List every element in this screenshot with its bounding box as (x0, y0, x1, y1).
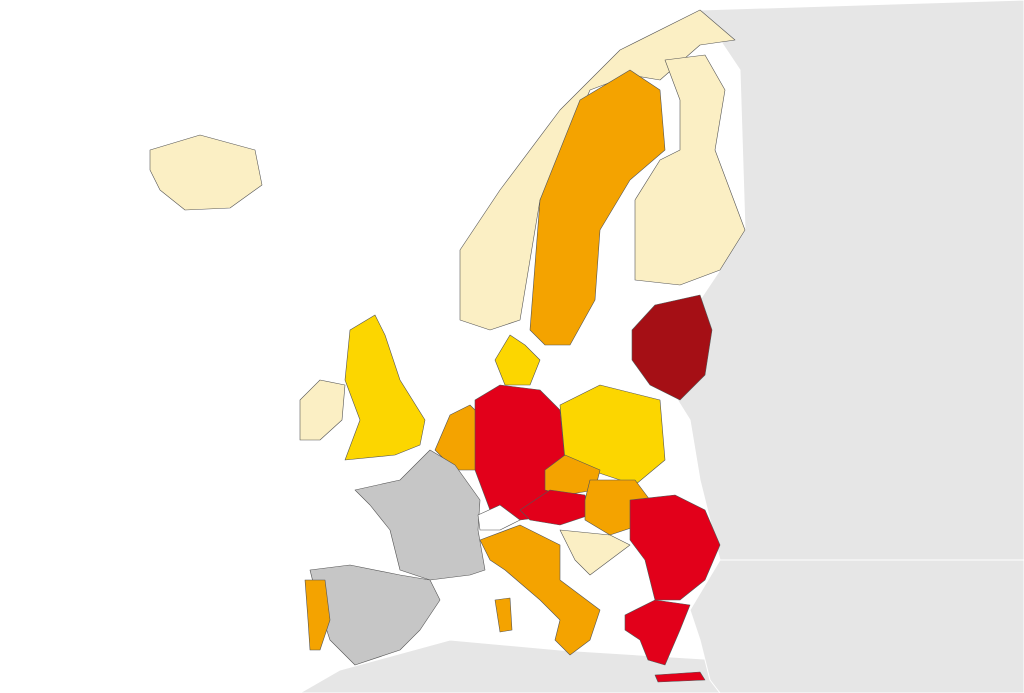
region (479, 524, 601, 656)
region (634, 54, 746, 286)
region (344, 314, 426, 461)
region (354, 449, 486, 581)
land-south (299, 639, 721, 693)
region (529, 69, 666, 346)
region (624, 599, 691, 666)
region (494, 597, 513, 633)
region (299, 379, 346, 441)
region (654, 671, 706, 683)
region (631, 294, 713, 401)
region (477, 504, 521, 531)
region (494, 334, 541, 386)
region (149, 134, 263, 211)
land-southeast (689, 559, 1024, 693)
region (629, 494, 721, 601)
region (559, 529, 631, 576)
region (304, 579, 331, 651)
region (459, 9, 736, 331)
